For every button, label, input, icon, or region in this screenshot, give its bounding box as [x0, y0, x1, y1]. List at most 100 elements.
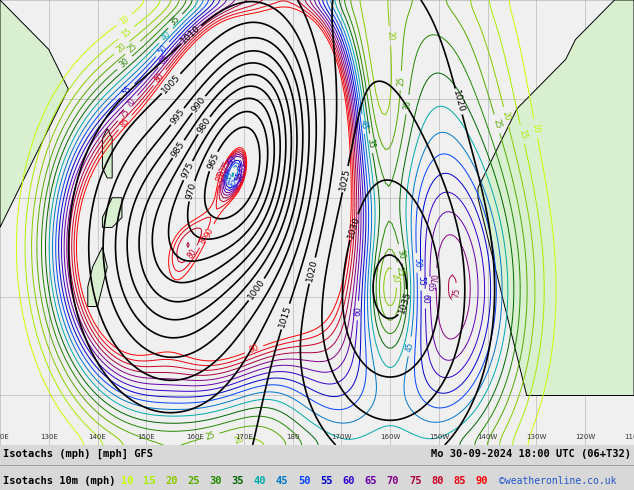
Text: 55: 55 [320, 476, 333, 486]
Text: 10: 10 [120, 476, 133, 486]
Text: 170E: 170E [235, 434, 253, 440]
Text: 20: 20 [115, 41, 128, 54]
Text: 25: 25 [204, 430, 216, 441]
Text: 30: 30 [209, 476, 222, 486]
Text: 15: 15 [143, 476, 155, 486]
Text: 65: 65 [238, 162, 247, 172]
Text: 970: 970 [185, 182, 198, 200]
Text: 1020: 1020 [451, 89, 466, 114]
Text: 1020: 1020 [305, 258, 319, 283]
Text: 20: 20 [233, 435, 245, 446]
Text: 70: 70 [236, 171, 248, 182]
Text: 25: 25 [394, 266, 404, 277]
Text: 35: 35 [366, 138, 377, 149]
Text: 65: 65 [158, 53, 171, 66]
Text: 85: 85 [215, 170, 226, 182]
Text: 130E: 130E [40, 434, 58, 440]
Text: 35: 35 [231, 476, 244, 486]
Text: 75: 75 [409, 476, 422, 486]
Text: Isotachs (mph) [mph] GFS: Isotachs (mph) [mph] GFS [3, 449, 153, 459]
Text: 10: 10 [531, 123, 541, 134]
Text: 45: 45 [224, 171, 234, 181]
Text: 85: 85 [198, 233, 210, 245]
Text: 160E: 160E [186, 434, 204, 440]
Text: 80: 80 [185, 247, 198, 260]
Text: 995: 995 [169, 107, 186, 126]
Text: 75: 75 [118, 107, 131, 120]
Text: 1030: 1030 [346, 215, 361, 239]
Text: 50: 50 [412, 258, 422, 268]
Text: 10: 10 [118, 13, 131, 26]
Text: 15: 15 [517, 129, 528, 140]
Text: 80: 80 [153, 71, 166, 84]
Text: 110W: 110W [624, 434, 634, 440]
Text: 65: 65 [425, 282, 434, 292]
Polygon shape [103, 128, 112, 178]
Text: 170W: 170W [331, 434, 352, 440]
Text: 120W: 120W [575, 434, 595, 440]
Text: 1025: 1025 [339, 167, 352, 191]
Text: 55: 55 [234, 170, 245, 182]
Text: 1000: 1000 [247, 278, 267, 302]
Text: 50: 50 [298, 476, 311, 486]
Text: 75: 75 [451, 287, 462, 298]
Text: 55: 55 [417, 276, 425, 286]
Text: 25: 25 [126, 41, 139, 54]
Text: 60: 60 [342, 476, 355, 486]
Text: 25: 25 [396, 75, 406, 86]
Text: Isotachs 10m (mph): Isotachs 10m (mph) [3, 476, 115, 486]
Text: 160W: 160W [380, 434, 400, 440]
Text: 50: 50 [156, 43, 169, 56]
Text: 975: 975 [180, 161, 196, 180]
Text: 70: 70 [124, 96, 137, 109]
Text: 30: 30 [403, 99, 413, 110]
Text: 80: 80 [217, 166, 229, 178]
Text: 990: 990 [190, 95, 207, 114]
Text: 55: 55 [121, 84, 134, 98]
Text: 85: 85 [453, 476, 466, 486]
Text: 45: 45 [404, 341, 415, 352]
Text: 40: 40 [159, 29, 172, 43]
Text: ©weatheronline.co.uk: ©weatheronline.co.uk [499, 476, 617, 486]
Text: 90: 90 [476, 476, 488, 486]
Text: 180: 180 [286, 434, 299, 440]
Text: 40: 40 [254, 476, 266, 486]
Text: 1005: 1005 [160, 72, 183, 95]
Text: 20: 20 [165, 476, 178, 486]
Text: 985: 985 [170, 139, 187, 159]
Text: 1010: 1010 [179, 24, 203, 46]
Polygon shape [0, 0, 68, 227]
Text: 50: 50 [226, 179, 238, 191]
Text: 140W: 140W [477, 434, 498, 440]
Text: 60: 60 [226, 154, 239, 168]
Text: 1015: 1015 [278, 304, 293, 329]
Text: 120E: 120E [0, 434, 9, 440]
Text: 70: 70 [432, 273, 441, 283]
Text: 75: 75 [220, 160, 233, 172]
Polygon shape [478, 0, 634, 395]
Text: 25: 25 [187, 476, 200, 486]
Text: 980: 980 [195, 116, 212, 135]
Text: 80: 80 [431, 476, 444, 486]
Text: Mo 30-09-2024 18:00 UTC (06+T32): Mo 30-09-2024 18:00 UTC (06+T32) [431, 449, 631, 459]
Text: 15: 15 [120, 26, 133, 39]
Text: 130W: 130W [526, 434, 547, 440]
Text: 65: 65 [365, 476, 377, 486]
Text: 20: 20 [390, 272, 401, 283]
Text: 20: 20 [500, 111, 512, 122]
Text: 30: 30 [395, 248, 406, 260]
Text: 90: 90 [204, 226, 216, 239]
Text: 140E: 140E [89, 434, 107, 440]
Polygon shape [87, 247, 107, 307]
Polygon shape [103, 198, 122, 227]
Text: 60: 60 [421, 294, 430, 303]
Text: 150W: 150W [429, 434, 449, 440]
Text: 1035: 1035 [397, 290, 412, 315]
Text: 45: 45 [276, 476, 288, 486]
Text: 25: 25 [491, 118, 503, 130]
Text: 85: 85 [119, 116, 132, 129]
Text: 20: 20 [385, 31, 395, 41]
Text: 90: 90 [248, 343, 260, 355]
Text: 45: 45 [358, 119, 368, 129]
Text: 60: 60 [353, 305, 363, 316]
